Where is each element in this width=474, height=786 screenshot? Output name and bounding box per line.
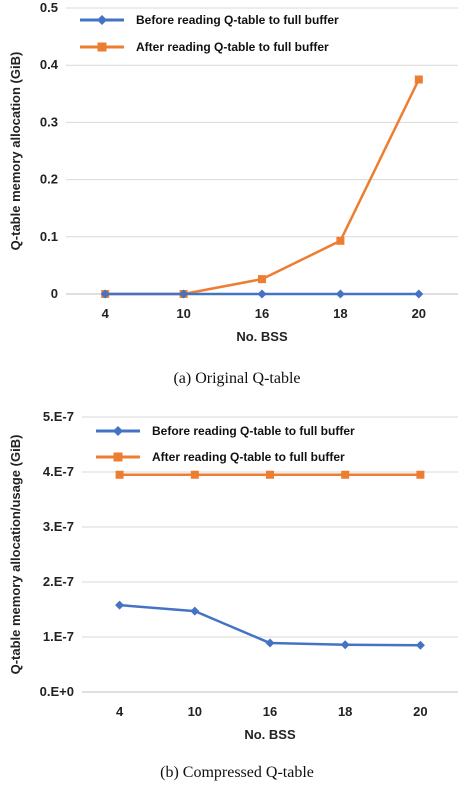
- y-tick-label: 4.E-7: [43, 464, 74, 479]
- legend-marker-0: [113, 426, 123, 436]
- y-tick-label: 0.3: [40, 114, 58, 129]
- legend-marker-0: [97, 15, 107, 25]
- data-point: [190, 606, 200, 616]
- legend-marker-1: [113, 452, 123, 462]
- series-line-1: [105, 78, 420, 296]
- y-tick-label: 0.2: [40, 172, 58, 187]
- chart-compressed-qtable: 0.E+0 1.E-7 2.E-7 3.E-7 4.E-7 5.E-7 4 10 16 18 20 N…: [0, 395, 474, 755]
- data-point: [115, 470, 124, 479]
- chart-a-svg: 0 0.1 0.2 0.3 0.4 0.5 4 10 16 18 20 No. BSS Q-table …: [8, 0, 458, 344]
- data-point: [341, 470, 350, 479]
- caption-b: (b) Compressed Q-table: [160, 764, 314, 781]
- x-tick-label: 18: [338, 704, 352, 719]
- x-tick-label: 10: [176, 306, 190, 321]
- x-axis-label: No. BSS: [236, 329, 288, 344]
- data-point: [190, 470, 199, 479]
- x-axis-label: No. BSS: [244, 727, 296, 742]
- data-point: [266, 470, 274, 479]
- data-point: [414, 75, 423, 84]
- legend-label-0: Before reading Q-table to full buffer: [152, 424, 355, 438]
- x-tick-label: 10: [188, 704, 202, 719]
- legend-label-0: Before reading Q-table to full buffer: [136, 13, 339, 27]
- data-point: [416, 470, 425, 479]
- y-tick-label: 0.5: [40, 0, 58, 15]
- caption-a: (a) Original Q-table: [173, 370, 301, 387]
- y-tick-label: 0: [51, 286, 58, 301]
- x-tick-label: 20: [412, 306, 426, 321]
- x-tick-label: 18: [333, 306, 347, 321]
- x-tick-label: 4: [116, 704, 124, 719]
- data-point: [115, 600, 125, 610]
- y-tick-label: 5.E-7: [43, 409, 74, 424]
- data-point: [265, 638, 275, 648]
- data-point: [340, 640, 350, 650]
- data-point: [179, 289, 189, 299]
- y-tick-label: 0.1: [40, 229, 58, 244]
- chart-b-svg: 0.E+0 1.E-7 2.E-7 3.E-7 4.E-7 5.E-7 4 10 16 18 20 N…: [8, 409, 458, 742]
- data-point: [414, 289, 424, 299]
- data-point: [257, 289, 267, 299]
- x-tick-label: 16: [255, 306, 269, 321]
- x-tick-label: 16: [263, 704, 277, 719]
- data-point: [336, 236, 345, 245]
- y-tick-label: 0.4: [40, 57, 59, 72]
- y-tick-label: 3.E-7: [43, 519, 74, 534]
- y-axis-label: Q-table memory allocation (GiB): [8, 52, 23, 251]
- data-point: [258, 275, 266, 284]
- legend-marker-1: [97, 42, 107, 52]
- legend-label-1: After reading Q-table to full buffer: [136, 40, 329, 54]
- x-tick-label: 20: [413, 704, 427, 719]
- y-tick-label: 0.E+0: [40, 684, 74, 699]
- data-point: [335, 289, 345, 299]
- data-point: [415, 640, 425, 650]
- x-tick-label: 4: [102, 306, 110, 321]
- y-tick-label: 2.E-7: [43, 574, 74, 589]
- y-tick-label: 1.E-7: [43, 629, 74, 644]
- data-point: [100, 289, 110, 299]
- legend-label-1: After reading Q-table to full buffer: [152, 450, 345, 464]
- chart-original-qtable: 0 0.1 0.2 0.3 0.4 0.5 4 10 16 18 20 No. BSS Q-table …: [0, 0, 474, 360]
- y-axis-label: Q-table memory allocation/usage (GiB): [8, 435, 23, 675]
